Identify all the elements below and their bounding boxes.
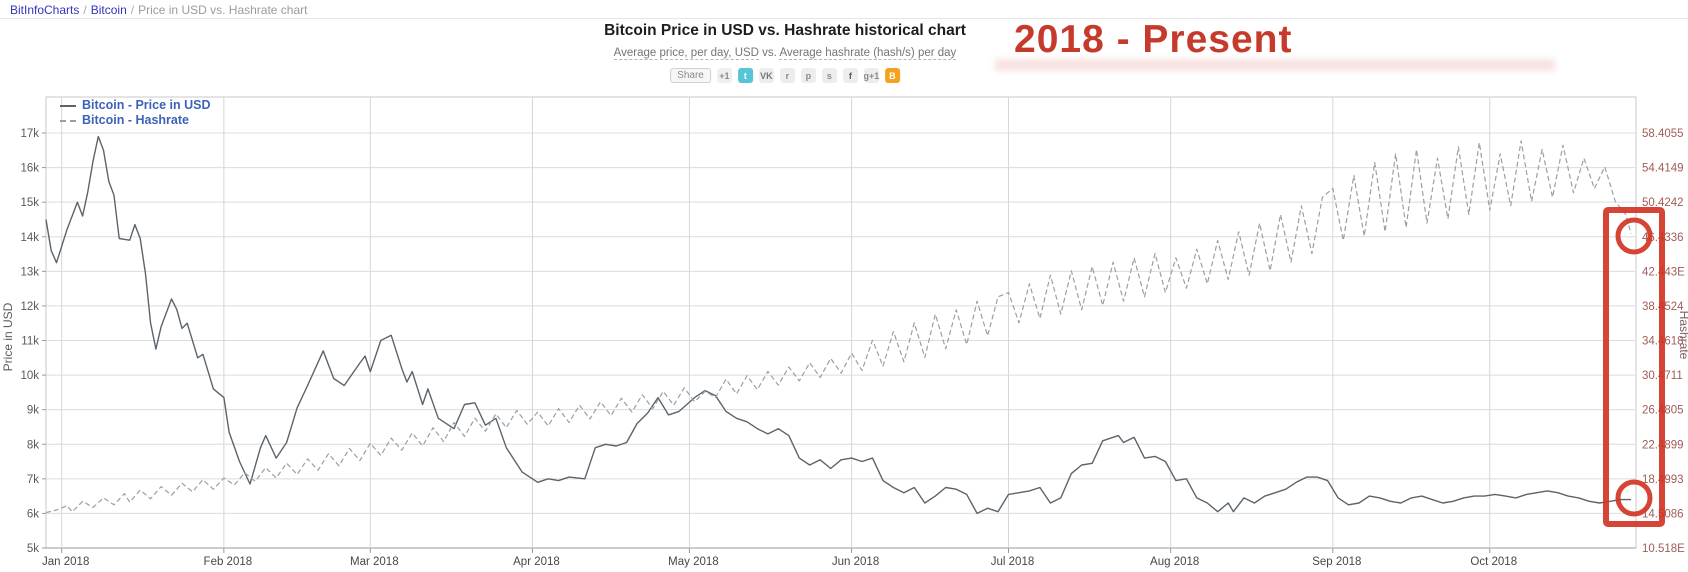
pocket-icon[interactable]: p [800,68,816,83]
share-row: Share +1 t VK r p s f g+1 B [604,68,966,83]
dashed-line-icon [60,119,76,122]
svg-text:14k: 14k [20,232,39,244]
svg-text:May 2018: May 2018 [668,556,719,568]
subtitle-vs: vs. [762,47,777,59]
subtitle-hashrate-link[interactable]: Average hashrate (hash/s) per day [779,47,957,60]
red-highlight-smear [995,59,1555,71]
breadcrumb-link-bitinfocharts[interactable]: BitInfoCharts [10,3,80,17]
breadcrumb-current-page: Price in USD vs. Hashrate chart [138,3,308,17]
legend-price-label: Bitcoin - Price in USD [82,98,211,112]
breadcrumb-separator: / [83,3,87,17]
chart-header: Bitcoin Price in USD vs. Hashrate histor… [604,22,966,83]
share-icons: +1 t VK r p s f g+1 B [716,68,900,83]
svg-text:12k: 12k [20,301,39,313]
svg-text:10.518E: 10.518E [1642,543,1685,555]
annotation-2018-present: 2018 - Present [1014,18,1293,61]
svg-text:5k: 5k [27,543,39,555]
chart-subtitle: Average price, per day, USD vs. Average … [604,47,966,60]
svg-text:6k: 6k [27,508,39,520]
blogger-icon[interactable]: B [884,68,900,83]
vk-icon[interactable]: VK [758,68,774,83]
svg-text:16k: 16k [20,163,39,175]
svg-text:Sep 2018: Sep 2018 [1312,556,1361,568]
share-button[interactable]: Share [670,68,711,83]
breadcrumb: BitInfoCharts / Bitcoin / Price in USD vs. H… [0,0,1688,19]
legend-item-hashrate[interactable]: Bitcoin - Hashrate [60,113,211,128]
svg-text:8k: 8k [27,439,39,451]
solid-line-icon [60,104,76,107]
facebook-icon[interactable]: f [842,68,858,83]
subtitle-price-link[interactable]: Average price, per day, USD [613,47,759,60]
svg-text:15k: 15k [20,197,39,209]
svg-text:11k: 11k [21,336,39,348]
svg-text:54.4149: 54.4149 [1642,163,1684,175]
svg-text:Oct 2018: Oct 2018 [1470,556,1517,568]
svg-text:Mar 2018: Mar 2018 [350,556,399,568]
svg-text:Jan 2018: Jan 2018 [42,556,89,568]
legend-hashrate-label: Bitcoin - Hashrate [82,113,189,127]
svg-text:13k: 13k [20,266,39,278]
svg-text:Jul 2018: Jul 2018 [991,556,1034,568]
phone-icon[interactable]: s [821,68,837,83]
breadcrumb-link-bitcoin[interactable]: Bitcoin [90,3,127,17]
svg-text:Apr 2018: Apr 2018 [513,556,560,568]
svg-text:Aug 2018: Aug 2018 [1150,556,1199,568]
twitter-icon[interactable]: t [737,68,753,83]
chart-legend: Bitcoin - Price in USD Bitcoin - Hashrat… [60,98,211,128]
svg-text:10k: 10k [20,370,39,382]
svg-text:7k: 7k [27,474,39,486]
chart-title: Bitcoin Price in USD vs. Hashrate histor… [604,22,966,39]
svg-text:50.4242: 50.4242 [1642,197,1684,209]
breadcrumb-separator: / [130,3,135,17]
gplus-icon[interactable]: g+1 [863,68,879,83]
svg-text:9k: 9k [27,405,39,417]
like-icon[interactable]: +1 [716,68,732,83]
legend-item-price[interactable]: Bitcoin - Price in USD [60,98,211,113]
svg-text:Price in USD: Price in USD [1,302,15,371]
reddit-icon[interactable]: r [779,68,795,83]
svg-text:Hashrate: Hashrate [1677,311,1688,360]
svg-text:Feb 2018: Feb 2018 [204,556,253,568]
svg-text:Jun 2018: Jun 2018 [832,556,879,568]
svg-text:58.4055: 58.4055 [1642,128,1684,140]
svg-text:17k: 17k [20,128,39,140]
